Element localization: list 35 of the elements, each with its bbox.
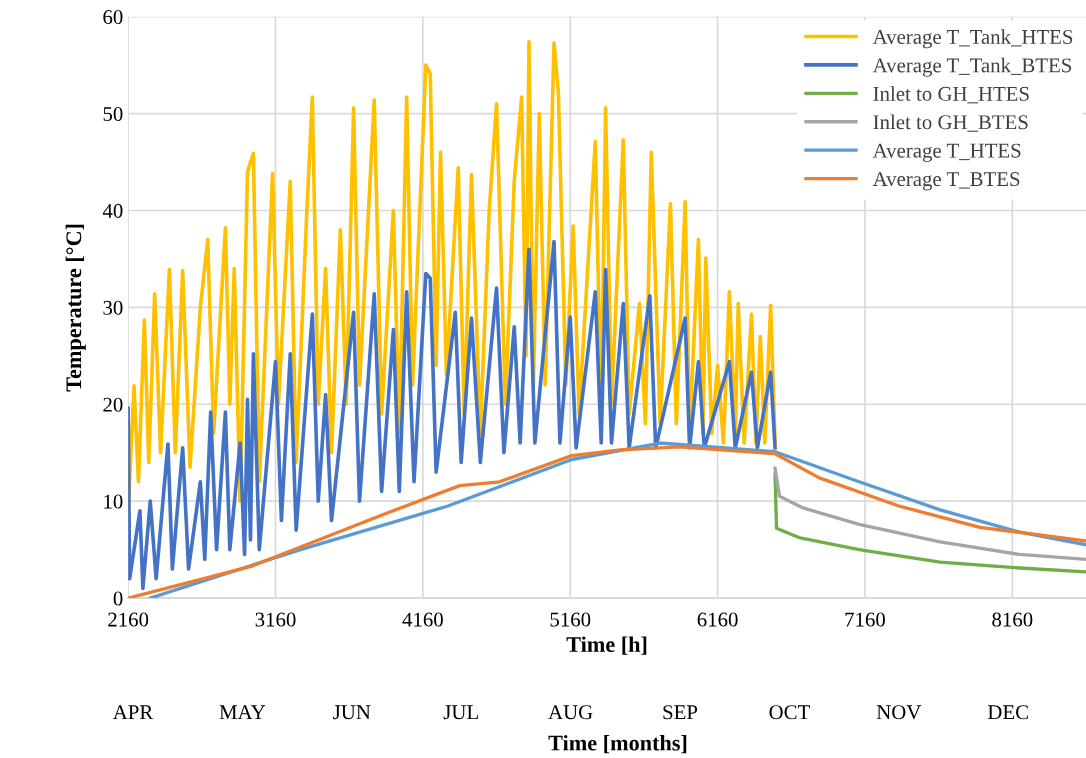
line-series xyxy=(128,239,777,591)
text: JUL xyxy=(443,705,478,720)
x-tick-label: 8160 xyxy=(992,612,1033,627)
text: APR xyxy=(112,705,154,720)
line-series xyxy=(773,466,1086,561)
text: AUG xyxy=(548,705,593,720)
y-tick-label: 10 xyxy=(104,494,123,509)
line-series xyxy=(773,472,1086,574)
x-tick-label: 7160 xyxy=(845,612,885,627)
legend-label: Average T_Tank_BTES xyxy=(872,57,1072,77)
y-tick-label: 60 xyxy=(103,10,123,25)
x2-axis-title: Time [months] xyxy=(548,734,687,754)
y-tick-label: 40 xyxy=(102,203,123,218)
y-tick-label: 0 xyxy=(113,591,123,606)
legend-label: Inlet to GH_BTES xyxy=(873,114,1028,132)
legend-label: Inlet to GH_HTES xyxy=(873,86,1029,104)
text: MAY xyxy=(219,705,266,720)
x-tick-label: 4160 xyxy=(402,612,443,627)
x-axis-title: Time [h] xyxy=(566,636,647,655)
x-tick-label: 6160 xyxy=(697,612,738,627)
text: DEC xyxy=(987,705,1028,720)
y-axis-title: Temperature [°C] xyxy=(65,224,86,392)
x-tick-label: 3160 xyxy=(255,612,296,627)
legend-label: Average T_HTES xyxy=(872,143,1021,162)
x-tick-label: 5160 xyxy=(550,612,591,627)
y-tick-label: 20 xyxy=(103,397,123,412)
y-tick-label: 30 xyxy=(103,300,123,315)
text: JUN xyxy=(333,705,371,720)
legend-label: Average T_Tank_HTES xyxy=(872,29,1073,49)
text: OCT xyxy=(769,705,810,720)
y-tick-label: 50 xyxy=(103,106,123,122)
text: NOV xyxy=(876,705,922,720)
text: SEP xyxy=(663,705,698,720)
x-tick-label: 2160 xyxy=(108,612,149,627)
legend-label: Average T_BTES xyxy=(872,172,1020,191)
